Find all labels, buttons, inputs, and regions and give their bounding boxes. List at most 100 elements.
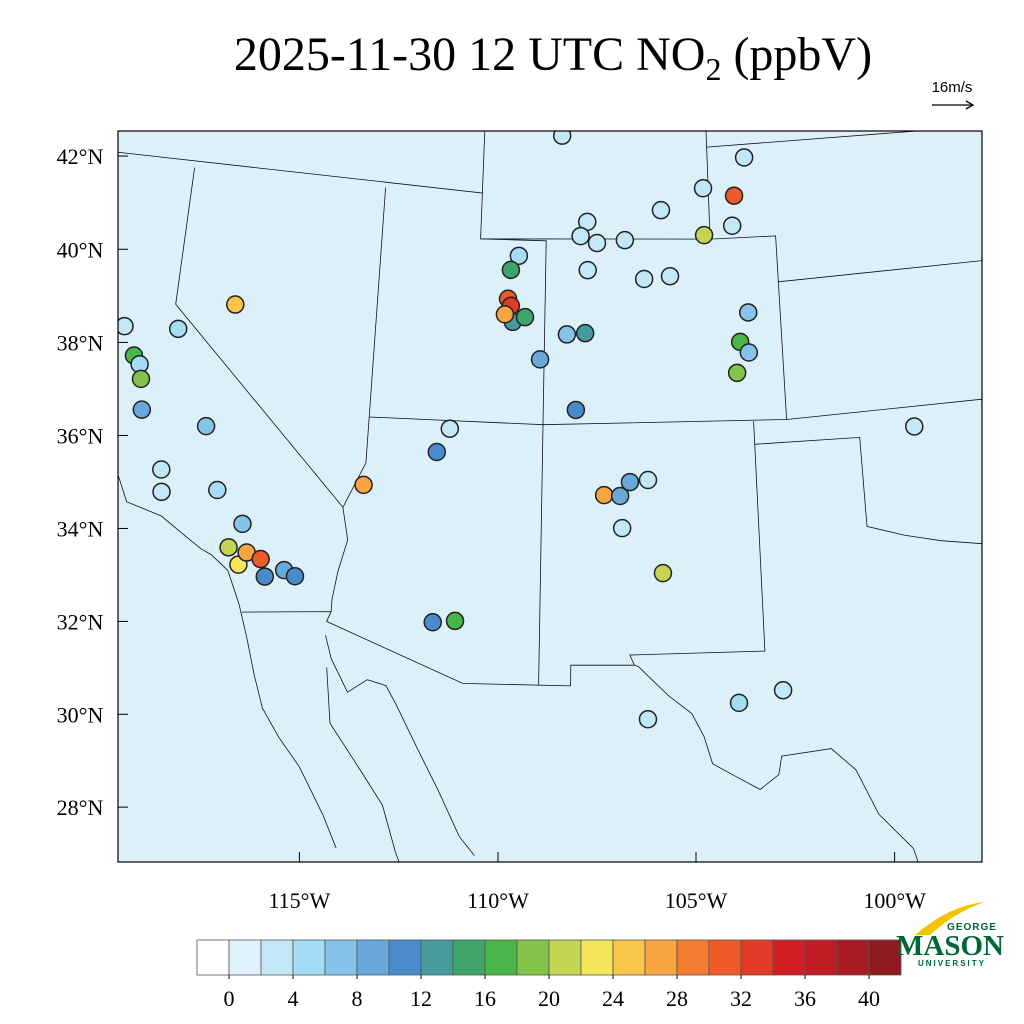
lat-tick-label: 36°N: [57, 423, 104, 448]
station: [724, 186, 744, 205]
station: [152, 460, 171, 479]
wind-reference-label: 16m/s: [932, 79, 973, 96]
lon-tick-label: 115°W: [269, 888, 331, 913]
station: [557, 325, 577, 344]
station: [423, 612, 442, 632]
border-line: [326, 667, 400, 862]
border-line: [118, 473, 337, 849]
station: [445, 611, 465, 631]
colorbar-box: [868, 939, 902, 976]
colorbar-box: [708, 939, 742, 976]
lat-tick-label: 30°N: [57, 702, 104, 727]
colorbar-tick-label: 16: [474, 986, 496, 1011]
station: [660, 266, 680, 286]
logo-swoosh: [915, 902, 985, 935]
station: [285, 566, 305, 586]
lat-tick-label: 40°N: [57, 237, 104, 262]
border-line: [705, 131, 711, 240]
station: [738, 303, 758, 322]
logo-top: GEORGE: [947, 922, 997, 933]
colorbar-tick-label: 12: [410, 986, 432, 1011]
station: [255, 567, 275, 586]
colorbar-box: [740, 939, 774, 976]
station: [131, 369, 151, 389]
colorbar: 0 4 8 12 16 20 24 28 32 36 40: [196, 939, 902, 1011]
title-text: (ppbV): [721, 28, 872, 81]
border-line: [369, 192, 547, 426]
colorbar-tick-label: 24: [602, 986, 624, 1011]
station: [594, 485, 614, 505]
colorbar-tick-label: 8: [352, 986, 363, 1011]
colorbar-box: [228, 939, 262, 976]
map-background: [118, 131, 982, 862]
colorbar-tick-label: 0: [224, 986, 235, 1011]
border-line: [330, 507, 349, 613]
axes: 42°N 40°N 38°N 36°N 34°N 32°N 30°N 28°N 115°W 110…: [57, 144, 926, 913]
colorbar-box: [196, 939, 230, 976]
station: [251, 549, 270, 569]
lon-tick-label: 100°W: [863, 888, 926, 913]
station: [233, 514, 252, 534]
station: [566, 400, 586, 420]
colorbar-tick-label: 4: [288, 986, 299, 1011]
colorbar-box: [644, 939, 678, 976]
station: [739, 343, 759, 362]
lat-tick-label: 28°N: [57, 795, 104, 820]
station: [427, 442, 447, 462]
station: [729, 693, 749, 713]
border-line: [754, 436, 982, 545]
station: [354, 475, 373, 495]
station: [530, 350, 550, 369]
colorbar-box: [836, 939, 870, 976]
colorbar-box: [388, 939, 422, 976]
station: [905, 417, 924, 436]
lat-tick-label: 42°N: [57, 144, 104, 169]
station: [615, 230, 635, 250]
title: 2025-11-30 12 UTC NO2 (ppbV): [234, 28, 872, 87]
station: [501, 260, 521, 280]
colorbar-box: [772, 939, 806, 976]
station: [587, 233, 607, 253]
border-line: [241, 611, 919, 862]
lon-tick-label: 110°W: [467, 888, 529, 913]
border-line: [786, 398, 982, 420]
station: [118, 316, 134, 336]
logo-main: MASON: [896, 930, 1004, 962]
colorbar-tick-label: 20: [538, 986, 560, 1011]
lon-tick-label: 105°W: [665, 888, 728, 913]
station: [734, 148, 754, 167]
station: [722, 216, 742, 235]
station: [509, 246, 529, 266]
station: [638, 470, 658, 490]
station: [552, 131, 572, 145]
station: [578, 260, 597, 280]
stations: [118, 131, 924, 729]
colorbar-tick-label: 32: [730, 986, 752, 1011]
border-line: [538, 424, 544, 686]
station: [219, 538, 238, 557]
colorbar-box: [612, 939, 646, 976]
lat-tick-label: 38°N: [57, 330, 104, 355]
station: [226, 295, 245, 314]
colorbar-box: [260, 939, 294, 976]
colorbar-box: [324, 939, 358, 976]
station: [571, 226, 590, 246]
lat-tick-label: 34°N: [57, 516, 104, 541]
station: [693, 178, 713, 198]
border-line: [706, 131, 923, 148]
colorbar-box: [580, 939, 614, 976]
wind-reference-arrow: [932, 100, 975, 110]
map-frame: [117, 130, 983, 863]
station: [651, 200, 671, 220]
station: [638, 709, 658, 729]
logo-bottom: UNIVERSITY: [918, 959, 986, 968]
colorbar-box: [804, 939, 838, 976]
station: [168, 319, 188, 339]
station: [694, 225, 714, 245]
colorbar-box: [516, 939, 550, 976]
colorbar-tick-label: 28: [666, 986, 688, 1011]
station: [634, 269, 654, 289]
border-line: [778, 260, 982, 283]
lat-tick-label: 32°N: [57, 609, 104, 634]
